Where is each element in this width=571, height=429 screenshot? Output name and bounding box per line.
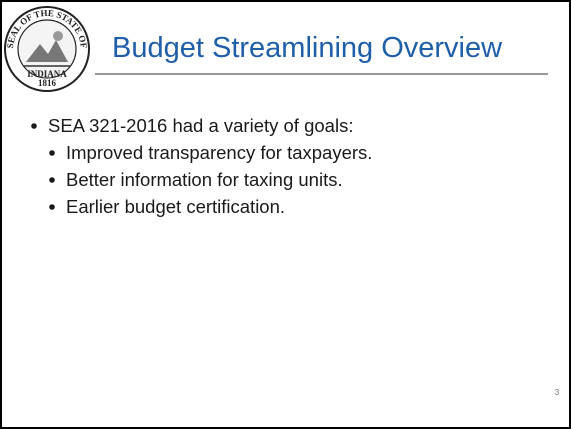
seal-landscape bbox=[26, 40, 68, 62]
bullet-list: SEA 321-2016 had a variety of goals: Impr… bbox=[31, 115, 372, 217]
sub-bullet-text: Earlier budget certification. bbox=[66, 196, 285, 217]
page-number: 3 bbox=[555, 388, 560, 397]
seal-year: 1816 bbox=[38, 78, 57, 88]
slide-title: Budget Streamlining Overview bbox=[112, 32, 503, 64]
sub-bullet-text: Better information for taxing units. bbox=[66, 169, 343, 190]
sub-bullet-text: Improved transparency for taxpayers. bbox=[66, 142, 372, 163]
sub-bullet-dot bbox=[49, 204, 55, 210]
seal-sun bbox=[53, 31, 63, 41]
sub-bullet-dot bbox=[49, 177, 55, 183]
seal-bottom-text: INDIANA bbox=[27, 69, 67, 79]
sub-bullet-dot bbox=[49, 150, 55, 156]
bullet-dot bbox=[31, 123, 37, 129]
state-seal: SEAL OF THE STATE OF 1816 INDIANA bbox=[4, 6, 90, 92]
bullet-text: SEA 321-2016 had a variety of goals: bbox=[48, 115, 353, 136]
